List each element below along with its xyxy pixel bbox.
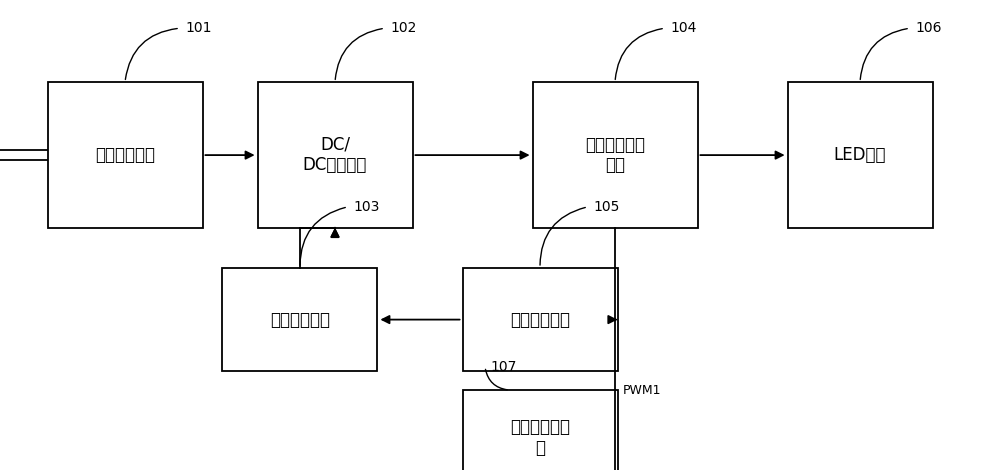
Text: 105: 105 — [593, 200, 619, 214]
Bar — [462, 390, 618, 470]
Text: PWM1: PWM1 — [623, 384, 662, 397]
Bar — [258, 82, 413, 228]
Text: 106: 106 — [915, 21, 942, 35]
Text: 次级输出整流
电路: 次级输出整流 电路 — [585, 136, 645, 174]
FancyArrowPatch shape — [125, 29, 177, 79]
Text: LED负载: LED负载 — [834, 146, 886, 164]
Text: 103: 103 — [353, 200, 379, 214]
Bar — [788, 82, 932, 228]
FancyArrowPatch shape — [860, 29, 907, 79]
Bar — [462, 268, 618, 371]
Text: 102: 102 — [390, 21, 416, 35]
Text: 反馈控制电路: 反馈控制电路 — [510, 311, 570, 329]
FancyArrowPatch shape — [540, 207, 585, 265]
Bar — [48, 82, 203, 228]
Text: DC/
DC变压电路: DC/ DC变压电路 — [303, 136, 367, 174]
Text: 104: 104 — [670, 21, 696, 35]
Bar — [222, 268, 377, 371]
Text: 开关控制电路: 开关控制电路 — [270, 311, 330, 329]
Text: 107: 107 — [490, 360, 516, 374]
FancyArrowPatch shape — [335, 29, 382, 79]
Text: 整流滤波电路: 整流滤波电路 — [95, 146, 155, 164]
FancyArrowPatch shape — [485, 369, 507, 390]
FancyArrowPatch shape — [615, 29, 662, 79]
Text: 101: 101 — [185, 21, 212, 35]
Bar — [532, 82, 698, 228]
FancyArrowPatch shape — [300, 207, 345, 265]
Text: 单片机控制电
路: 单片机控制电 路 — [510, 418, 570, 456]
